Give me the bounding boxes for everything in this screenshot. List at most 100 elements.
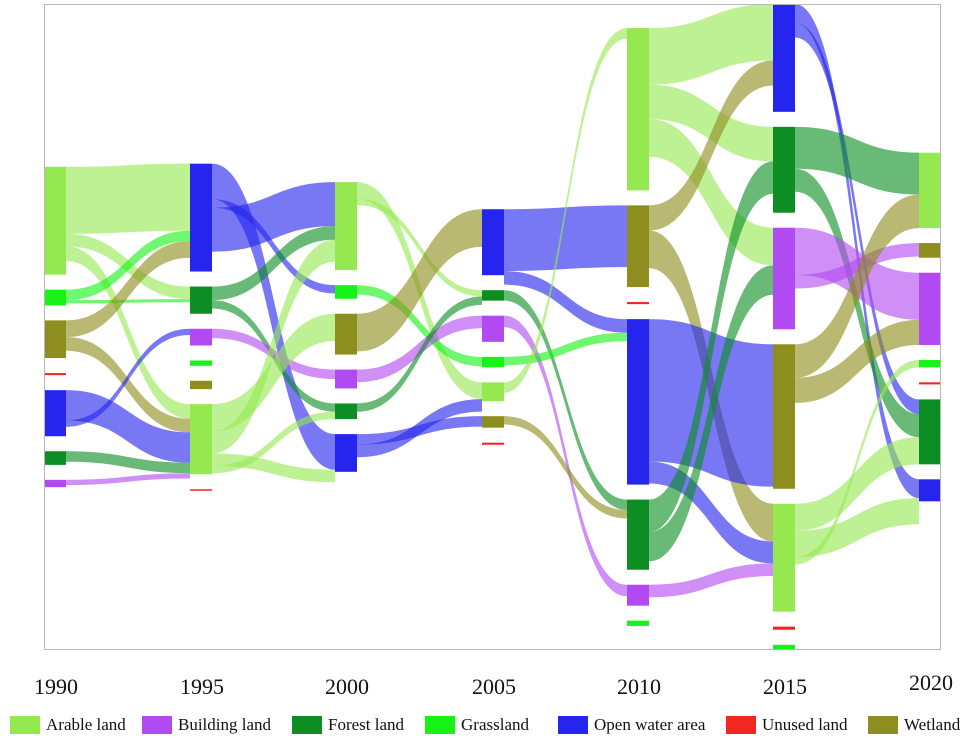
node-2010-water: [627, 319, 649, 485]
flow-1995-arable-to-2000-arable: [212, 239, 335, 454]
sankey-nodes: [44, 4, 941, 650]
legend-label-arable: Arable land: [46, 715, 126, 734]
node-1995-wetland: [190, 380, 212, 390]
node-2005-water: [482, 209, 504, 276]
flow-1990-grass-to-1995-water: [66, 230, 190, 301]
node-1995-building: [190, 328, 212, 346]
year-label-1995: 1995: [180, 674, 224, 699]
flow-1995-arable-to-2000-wetland: [212, 313, 335, 432]
legend-swatch-building: [142, 716, 172, 734]
node-2010-unused: [627, 302, 649, 305]
year-label-2010: 2010: [617, 674, 661, 699]
flow-1995-arable-to-2000-forest: [212, 411, 335, 474]
flow-2015-arable-to-2020-forest: [795, 437, 919, 531]
flow-2005-arable-to-2010-arable: [504, 28, 627, 393]
flow-1990-wetland-to-1995-arable: [66, 337, 190, 433]
legend-item-forest: Forest land: [292, 712, 404, 738]
node-2020-wetland: [919, 243, 941, 258]
flow-1990-water-to-1995-arable: [66, 390, 190, 463]
flow-1990-building-to-1995-arable: [66, 473, 190, 486]
node-2020-water: [919, 479, 941, 502]
year-label-1990: 1990: [34, 674, 78, 699]
node-2005-unused: [482, 442, 504, 445]
node-1995-water: [190, 163, 212, 272]
node-2005-building: [482, 315, 504, 342]
flow-1990-forest-to-1995-arable: [66, 451, 190, 474]
node-2020-grass: [919, 359, 941, 368]
flow-2005-water-to-2010-water: [504, 271, 627, 333]
flow-2015-forest-to-2020-arable: [795, 126, 919, 195]
flow-2015-building-to-2020-wetland: [795, 243, 919, 289]
flow-1990-wetland-to-1995-water: [66, 241, 190, 338]
node-2005-grass: [482, 356, 504, 368]
node-1990-forest: [44, 451, 66, 465]
flow-2005-wetland-to-2010-forest: [504, 416, 627, 519]
node-2020-forest: [919, 399, 941, 465]
node-2015-arable: [773, 503, 795, 612]
flow-2000-wetland-to-2005-water: [357, 209, 482, 352]
flow-2015-wetland-to-2020-building: [795, 319, 919, 403]
flow-2000-building-to-2005-building: [357, 315, 482, 383]
flow-2010-arable-to-2015-forest: [649, 84, 773, 162]
node-1990-wetland: [44, 320, 66, 359]
node-2020-building: [919, 272, 941, 345]
flow-2015-water-to-2020-forest: [795, 22, 919, 415]
flow-1990-water-to-1995-building: [66, 328, 190, 427]
node-2010-grass: [627, 620, 649, 626]
node-1995-forest: [190, 286, 212, 314]
node-2010-forest: [627, 499, 649, 570]
node-1990-water: [44, 390, 66, 437]
flow-2010-forest-to-2015-forest: [649, 161, 773, 533]
node-1995-grass: [190, 360, 212, 366]
legend-label-water: Open water area: [594, 715, 706, 734]
flow-2010-building-to-2015-arable: [649, 563, 773, 598]
flow-2005-grass-to-2010-water: [504, 332, 627, 366]
node-2015-forest: [773, 126, 795, 213]
legend-label-building: Building land: [178, 715, 272, 734]
node-2010-building: [627, 584, 649, 606]
node-2020-arable: [919, 152, 941, 229]
legend-swatch-unused: [726, 716, 756, 734]
node-2000-forest: [335, 403, 357, 420]
flow-2015-wetland-to-2020-arable: [795, 194, 919, 378]
flow-2010-wetland-to-2015-water: [649, 60, 773, 231]
node-1990-building: [44, 479, 66, 488]
node-2010-arable: [627, 28, 649, 191]
sankey-links: [66, 4, 919, 598]
node-1995-arable: [190, 404, 212, 475]
node-2010-wetland: [627, 205, 649, 288]
legend-item-arable: Arable land: [10, 712, 126, 738]
node-1990-unused: [44, 373, 66, 376]
flow-2000-arable-to-2005-forest: [357, 198, 482, 297]
node-2015-grass: [773, 644, 795, 650]
flow-2005-building-to-2010-building: [504, 315, 627, 597]
node-2000-water: [335, 434, 357, 472]
node-2005-forest: [482, 290, 504, 301]
flow-1990-arable-to-1995-arable: [66, 246, 190, 419]
node-2015-building: [773, 227, 795, 330]
legend-label-forest: Forest land: [328, 715, 405, 734]
node-2005-wetland: [482, 416, 504, 428]
node-2015-wetland: [773, 344, 795, 489]
legend-label-wetland: Wetland: [904, 715, 961, 734]
legend: Arable land Building land Forest land Grass…: [0, 712, 969, 738]
node-2005-arable: [482, 382, 504, 402]
flow-2010-arable-to-2015-water: [649, 4, 773, 85]
flow-1995-water-to-2000-water: [212, 163, 335, 470]
node-2015-unused: [773, 626, 795, 630]
flow-2000-grass-to-2005-grass: [357, 285, 482, 367]
legend-label-unused: Unused land: [762, 715, 848, 734]
flow-2005-water-to-2010-wetland: [504, 205, 627, 272]
legend-swatch-forest: [292, 716, 322, 734]
legend-item-grass: Grassland: [425, 712, 529, 738]
flow-1995-water-to-2000-grass: [212, 199, 335, 294]
flow-2010-forest-to-2015-building: [649, 265, 773, 562]
node-2000-building: [335, 369, 357, 389]
flow-2000-water-to-2005-arable: [357, 399, 482, 458]
legend-swatch-water: [558, 716, 588, 734]
node-2020-unused: [919, 382, 941, 385]
flow-2015-arable-to-2020-grass: [795, 359, 919, 565]
flow-1995-water-to-2000-arable: [212, 182, 335, 252]
legend-swatch-grass: [425, 716, 455, 734]
